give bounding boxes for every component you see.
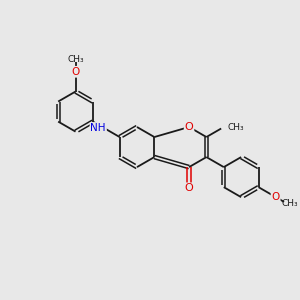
Text: O: O: [272, 192, 280, 202]
Text: O: O: [185, 122, 194, 132]
Text: NH: NH: [91, 123, 106, 133]
Text: O: O: [185, 183, 194, 193]
Text: CH₃: CH₃: [228, 123, 244, 132]
Text: CH₃: CH₃: [281, 199, 298, 208]
Text: CH₃: CH₃: [67, 55, 84, 64]
Text: O: O: [71, 67, 80, 77]
